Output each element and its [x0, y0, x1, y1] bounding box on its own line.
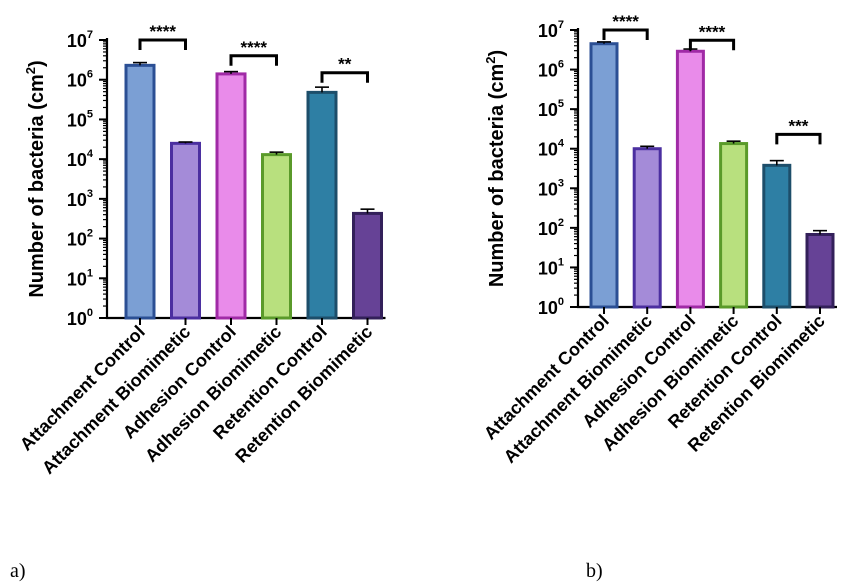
- chart-panel-b: 100 101 102 103 104 105 106 107 Number of bacter…: [480, 12, 837, 467]
- significance-label: ****: [699, 22, 726, 41]
- y-tick-label: 107: [538, 19, 564, 41]
- y-tick-label: 105: [538, 98, 564, 120]
- y-tick-label: 104: [538, 138, 565, 160]
- y-tick-label: 102: [538, 217, 564, 239]
- y-tick-label: 101: [538, 256, 564, 278]
- significance-label: ****: [612, 12, 639, 31]
- significance-label: **: [338, 55, 352, 74]
- significance-bracket: [602, 28, 649, 40]
- y-tick-label: 100: [67, 307, 93, 329]
- bar-retention-control: [306, 90, 338, 320]
- significance-label: ****: [241, 38, 268, 57]
- significance-bracket: [229, 54, 278, 66]
- bar-adhesion-biomimetic: [261, 153, 292, 320]
- y-axis-label: Number of bacteria (cm2): [23, 60, 48, 297]
- bar-attachment-biomimetic: [170, 141, 201, 320]
- bar-attachment-biomimetic: [632, 147, 662, 309]
- y-axis-label: Number of bacteria (cm2): [483, 50, 508, 287]
- bar-adhesion-control: [215, 72, 247, 320]
- y-tick-label: 106: [67, 69, 93, 91]
- y-tick-label: 103: [67, 188, 93, 210]
- significance-label: ****: [150, 22, 177, 41]
- significance-bracket: [320, 71, 369, 83]
- bar-retention-biomimetic: [805, 232, 835, 309]
- bar-attachment-control: [124, 63, 156, 320]
- panel-label-a: a): [10, 560, 26, 582]
- significance-bracket: [775, 132, 822, 145]
- y-tick-label: 104: [67, 148, 94, 170]
- y-tick-label: 107: [67, 29, 93, 51]
- bar-retention-biomimetic: [352, 211, 383, 320]
- y-tick-label: 106: [538, 59, 564, 81]
- bar-adhesion-biomimetic: [719, 142, 749, 309]
- y-tick-label: 102: [67, 228, 93, 250]
- bar-adhesion-control: [675, 49, 705, 309]
- chart-panel-a: 100 101 102 103 104 105 106 107 Number of bacter…: [16, 22, 386, 478]
- bar-retention-control: [762, 163, 792, 309]
- significance-label: ***: [788, 116, 808, 135]
- significance-bracket: [688, 38, 736, 51]
- y-tick-label: 105: [67, 108, 93, 130]
- significance-bracket: [138, 38, 187, 50]
- panel-label-b: b): [586, 560, 603, 582]
- bar-attachment-control: [589, 42, 619, 309]
- y-tick-label: 103: [538, 177, 564, 199]
- y-tick-label: 100: [538, 296, 564, 318]
- y-tick-label: 101: [67, 267, 93, 289]
